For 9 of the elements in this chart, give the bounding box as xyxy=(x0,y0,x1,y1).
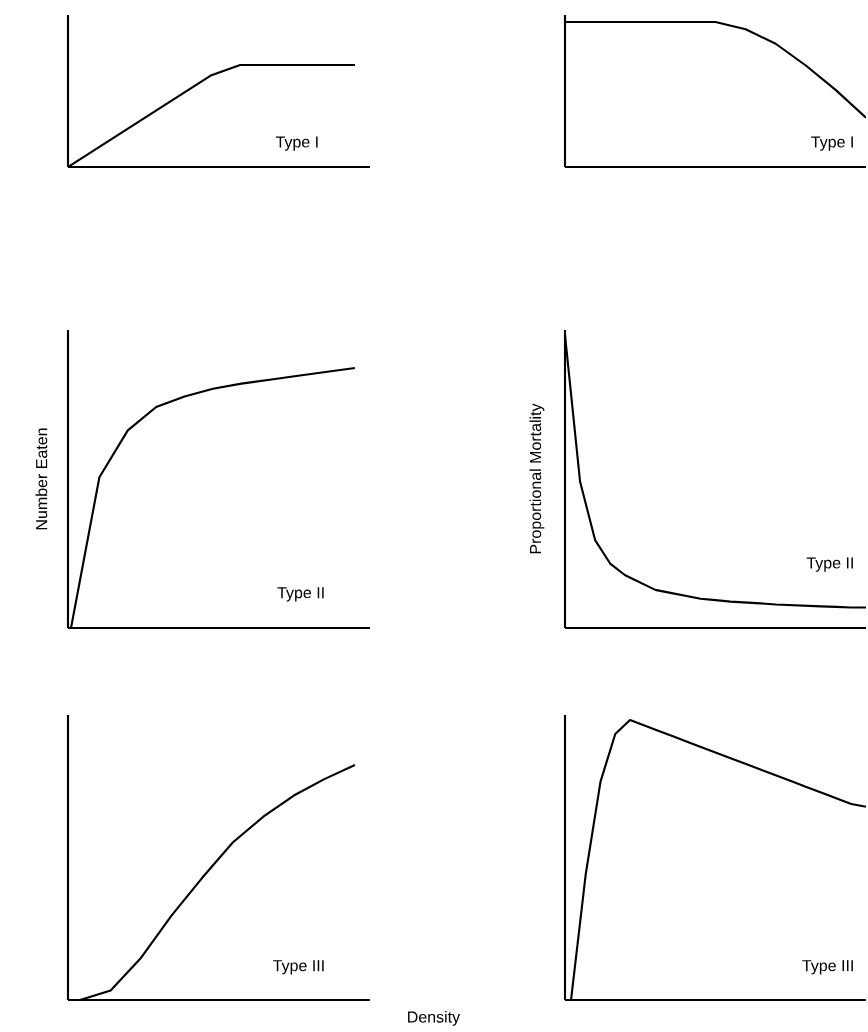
x-axis-title: Density xyxy=(408,1010,461,1026)
y-axis-title: Number Eaten xyxy=(35,428,48,530)
annotation: Type I xyxy=(275,136,318,151)
annotation: Type I xyxy=(811,136,853,151)
annotation: Type III xyxy=(273,960,324,975)
annotation: Type III xyxy=(802,960,853,975)
y-axis-title: Proportional Mortality xyxy=(529,403,545,554)
annotation: Type II xyxy=(806,557,853,572)
annotation: Type II xyxy=(277,587,324,602)
